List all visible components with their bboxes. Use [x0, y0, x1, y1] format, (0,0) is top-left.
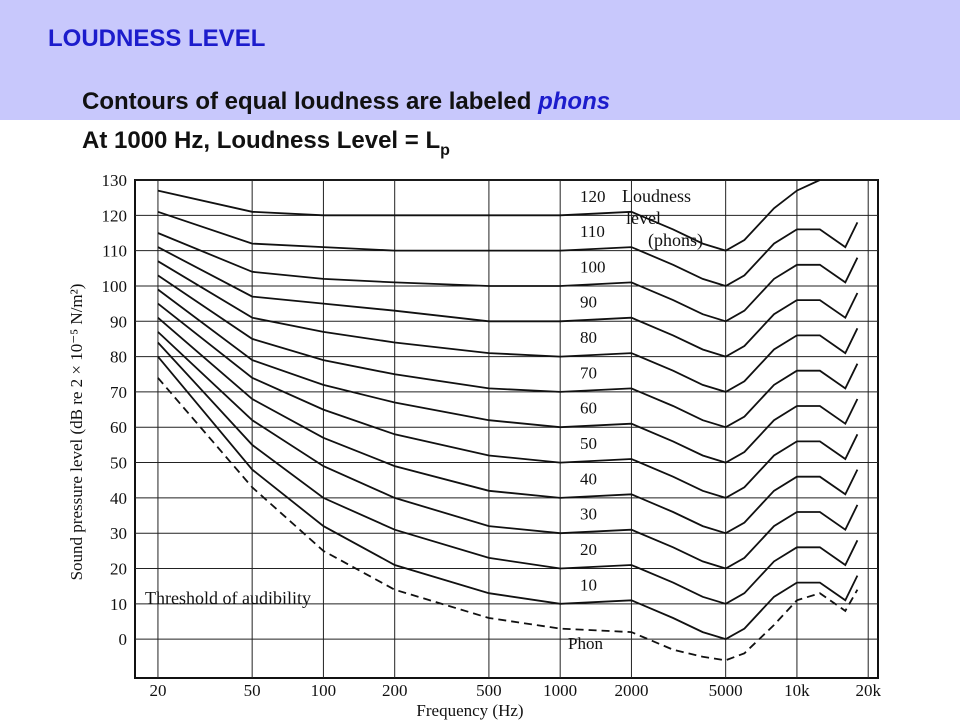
x-tick-label: 1000: [543, 681, 577, 700]
x-tick-label: 10k: [784, 681, 810, 700]
legend-title: (phons): [648, 230, 703, 251]
series-label: 20: [580, 540, 597, 559]
y-tick-label: 40: [110, 489, 127, 508]
loudness-curve: [157, 210, 859, 287]
y-tick-label: 70: [110, 383, 127, 402]
subtitle-emphasis: phons: [537, 88, 610, 115]
loudness-curve: [157, 246, 859, 358]
series-label: 90: [580, 293, 597, 312]
series-label: 50: [580, 434, 597, 453]
y-tick-label: 90: [110, 312, 127, 331]
series-label: 110: [580, 222, 605, 241]
y-tick-label: 0: [119, 630, 128, 649]
loudness-curve: [157, 274, 859, 429]
y-tick-label: 130: [102, 171, 128, 190]
y-tick-label: 100: [102, 277, 128, 296]
loudness-curve: [157, 260, 859, 393]
x-tick-label: 5000: [709, 681, 743, 700]
loudness-curve: [157, 232, 859, 323]
y-tick-label: 30: [110, 524, 127, 543]
x-tick-label: 50: [244, 681, 261, 700]
x-tick-label: 20k: [855, 681, 881, 700]
slide-title: LOUDNESS LEVEL: [48, 25, 265, 52]
subtitle-line: At 1000 Hz, Loudness Level = Lp: [82, 127, 450, 159]
y-tick-label: 50: [110, 454, 127, 473]
y-tick-label: 120: [102, 206, 128, 225]
y-tick-label: 110: [102, 242, 127, 261]
series-label: 40: [580, 469, 597, 488]
loudness-curve: [157, 317, 859, 535]
series-label: 60: [580, 399, 597, 418]
loudness-curve: [157, 356, 859, 641]
series-label: 80: [580, 328, 597, 347]
legend-title: level: [626, 208, 661, 228]
y-tick-label: 20: [110, 560, 127, 579]
loudness-curve: [157, 179, 821, 252]
x-tick-label: 2000: [614, 681, 648, 700]
series-label: 100: [580, 257, 606, 276]
subtitle-line: Contours of equal loudness are labeled p…: [82, 88, 610, 115]
loudness-curve: [157, 341, 859, 605]
series-label: 30: [580, 505, 597, 524]
series-label: 70: [580, 363, 597, 382]
loudness-curve: [157, 288, 859, 464]
y-axis-label: Sound pressure level (dB re 2 × 10⁻⁵ N/m…: [67, 284, 86, 581]
loudness-curve: [157, 377, 859, 662]
x-tick-label: 200: [382, 681, 408, 700]
series-label: 120: [580, 187, 606, 206]
loudness-curve: [157, 302, 859, 499]
subtitle-text: Contours of equal loudness are labeled: [82, 88, 538, 115]
subtitle-text: At 1000 Hz, Loudness Level = L: [82, 127, 440, 154]
y-tick-label: 60: [110, 418, 127, 437]
x-tick-label: 500: [476, 681, 502, 700]
header-band: [0, 0, 960, 120]
x-tick-label: 20: [149, 681, 166, 700]
y-tick-label: 10: [110, 595, 127, 614]
x-axis-label: Frequency (Hz): [416, 701, 523, 720]
annotation: Phon: [568, 634, 603, 653]
y-tick-label: 80: [110, 348, 127, 367]
legend-title: Loudness: [622, 186, 691, 206]
series-label: 10: [580, 575, 597, 594]
series-label: Threshold of audibility: [145, 588, 311, 608]
subscript: p: [440, 142, 450, 159]
loudness-curve: [157, 331, 859, 570]
x-tick-label: 100: [311, 681, 337, 700]
